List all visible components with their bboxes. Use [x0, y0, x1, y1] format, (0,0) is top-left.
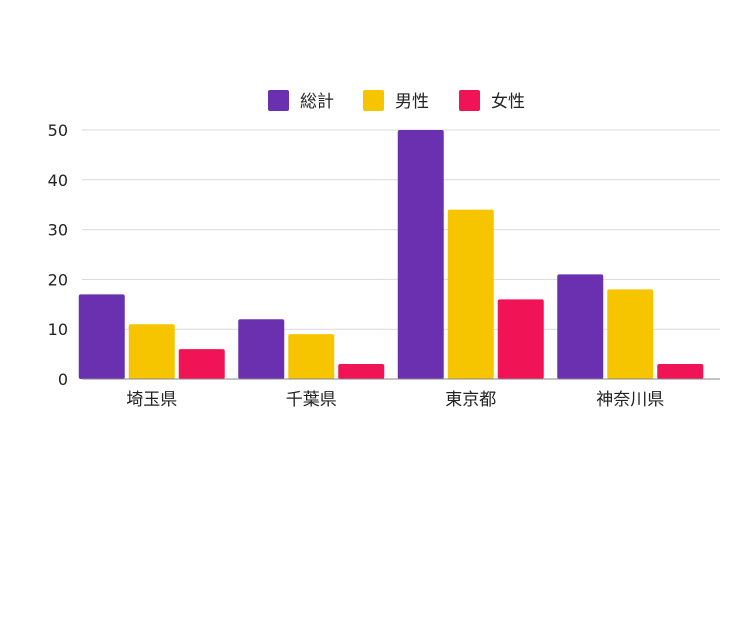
bar	[178, 349, 225, 379]
legend-label: 総計	[300, 92, 334, 112]
y-tick-label: 30	[48, 221, 68, 240]
bar	[607, 289, 654, 379]
legend-swatch	[363, 90, 384, 111]
legend-swatch	[268, 90, 289, 111]
x-tick-label: 神奈川県	[596, 390, 664, 410]
legend-label: 男性	[395, 92, 429, 112]
bar	[397, 130, 444, 379]
x-tick-label: 千葉県	[286, 390, 337, 410]
y-tick-label: 20	[48, 270, 68, 289]
y-axis-ticks: 0 10 20 30 40 50	[48, 121, 68, 389]
bars	[78, 130, 704, 379]
legend: 総計 男性 女性	[268, 90, 525, 112]
bar	[557, 274, 604, 379]
y-tick-label: 10	[48, 320, 68, 339]
bar	[657, 364, 704, 379]
y-tick-label: 40	[48, 171, 68, 190]
y-tick-label: 0	[58, 370, 68, 389]
x-axis-labels: 埼玉県 千葉県 東京都 神奈川県	[126, 390, 664, 410]
x-tick-label: 埼玉県	[126, 390, 177, 410]
bar	[447, 209, 494, 379]
bar	[78, 294, 125, 379]
bar	[497, 299, 544, 379]
bar	[338, 364, 385, 379]
legend-label: 女性	[491, 92, 525, 112]
legend-swatch	[459, 90, 480, 111]
x-tick-label: 東京都	[445, 390, 496, 410]
bar	[238, 319, 285, 379]
bar	[288, 334, 335, 379]
y-tick-label: 50	[48, 121, 68, 140]
bar	[128, 324, 175, 379]
